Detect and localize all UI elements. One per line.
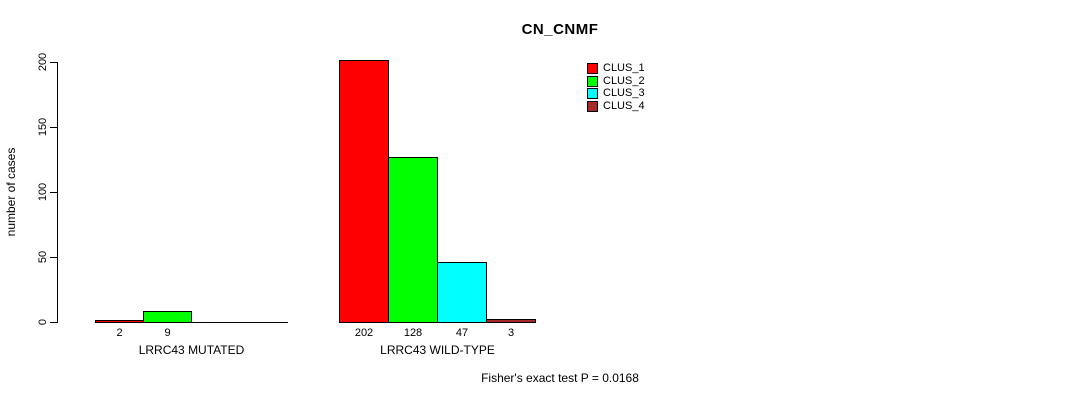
legend-label: CLUS_3 xyxy=(603,87,645,99)
y-axis-tick xyxy=(50,62,57,63)
y-axis-tick xyxy=(50,322,57,323)
bar-clus_3 xyxy=(437,262,487,323)
legend-swatch-clus_3 xyxy=(587,88,598,99)
y-axis-tick-label: 200 xyxy=(37,52,49,72)
bar-value-label: 9 xyxy=(164,327,171,339)
bar-value-label: 47 xyxy=(455,327,469,339)
bar-clus_4 xyxy=(486,319,536,323)
legend-label: CLUS_4 xyxy=(603,99,645,112)
bar-clus_1 xyxy=(339,60,389,323)
y-axis-tick-label: 50 xyxy=(37,250,49,264)
y-axis-title: number of cases xyxy=(4,147,18,237)
y-axis-tick-label: 150 xyxy=(37,117,49,137)
y-axis-line xyxy=(57,62,58,323)
bar-clus_1 xyxy=(95,320,144,323)
bar-value-label: 2 xyxy=(116,327,123,339)
legend-swatch-clus_1 xyxy=(587,63,598,74)
y-axis-tick xyxy=(50,127,57,128)
bar-clus_2 xyxy=(143,311,192,323)
group-label: LRRC43 WILD-TYPE xyxy=(380,343,495,357)
bar-value-label: 3 xyxy=(507,327,515,339)
bar-clus_2 xyxy=(388,157,438,323)
legend-swatch-clus_4 xyxy=(587,100,598,112)
bar-value-label: 202 xyxy=(354,327,374,339)
group-label: LRRC43 MUTATED xyxy=(138,343,245,357)
bar-value-label: 128 xyxy=(403,327,423,339)
y-axis-tick xyxy=(50,192,57,193)
y-axis-tick xyxy=(50,257,57,258)
y-axis-tick-label: 100 xyxy=(37,182,49,202)
chart-title: CN_CNMF xyxy=(521,21,599,38)
annotation-fisher-test: Fisher's exact test P = 0.0168 xyxy=(481,371,639,385)
y-axis-tick-label: 0 xyxy=(37,318,49,326)
legend-label: CLUS_1 xyxy=(603,62,645,74)
legend-label: CLUS_2 xyxy=(603,74,645,87)
legend-swatch-clus_2 xyxy=(587,75,598,87)
